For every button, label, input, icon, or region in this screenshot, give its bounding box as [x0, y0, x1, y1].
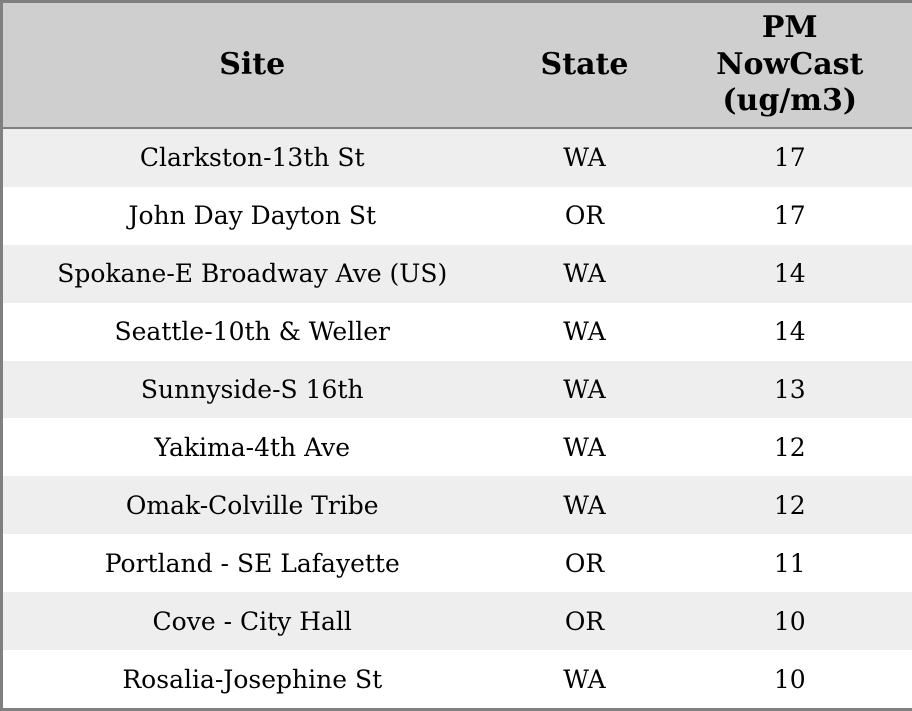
state-cell: WA: [501, 418, 668, 477]
table-row: John Day Dayton St OR 17: [1, 186, 912, 245]
table-row: Sunnyside-S 16th WA 13: [1, 360, 912, 419]
site-cell: Spokane-E Broadway Ave (US): [1, 244, 502, 303]
header-row: Site State PM NowCast (ug/m3): [1, 1, 912, 129]
table-header: Site State PM NowCast (ug/m3): [1, 1, 912, 129]
pm-cell: 14: [667, 302, 912, 361]
table-row: Cove - City Hall OR 10: [1, 592, 912, 651]
pm-cell: 14: [667, 244, 912, 303]
site-cell: Portland - SE Lafayette: [1, 534, 502, 593]
table-row: Omak-Colville Tribe WA 12: [1, 476, 912, 535]
table-row: Portland - SE Lafayette OR 11: [1, 534, 912, 593]
state-cell: WA: [501, 302, 668, 361]
pm-cell: 13: [667, 360, 912, 419]
site-cell: Seattle-10th & Weller: [1, 302, 502, 361]
state-cell: OR: [501, 534, 668, 593]
site-cell: Rosalia-Josephine St: [1, 650, 502, 710]
site-cell: Omak-Colville Tribe: [1, 476, 502, 535]
state-cell: OR: [501, 186, 668, 245]
state-cell: WA: [501, 650, 668, 710]
table-row: Yakima-4th Ave WA 12: [1, 418, 912, 477]
pm-cell: 17: [667, 128, 912, 187]
site-cell: Cove - City Hall: [1, 592, 502, 651]
column-header-state: State: [501, 1, 668, 129]
column-header-site: Site: [1, 1, 502, 129]
pm-cell: 12: [667, 418, 912, 477]
pm-cell: 10: [667, 592, 912, 651]
site-cell: Sunnyside-S 16th: [1, 360, 502, 419]
table-row: Clarkston-13th St WA 17: [1, 128, 912, 187]
pm-cell: 11: [667, 534, 912, 593]
table-body: Clarkston-13th St WA 17 John Day Dayton …: [1, 128, 912, 710]
pm-cell: 12: [667, 476, 912, 535]
pm-cell: 17: [667, 186, 912, 245]
state-cell: OR: [501, 592, 668, 651]
column-header-pm-nowcast: PM NowCast (ug/m3): [667, 1, 912, 129]
site-cell: Clarkston-13th St: [1, 128, 502, 187]
table-row: Seattle-10th & Weller WA 14: [1, 302, 912, 361]
site-cell: John Day Dayton St: [1, 186, 502, 245]
table-row: Rosalia-Josephine St WA 10: [1, 650, 912, 710]
state-cell: WA: [501, 244, 668, 303]
state-cell: WA: [501, 128, 668, 187]
state-cell: WA: [501, 476, 668, 535]
table-row: Spokane-E Broadway Ave (US) WA 14: [1, 244, 912, 303]
pm-cell: 10: [667, 650, 912, 710]
site-cell: Yakima-4th Ave: [1, 418, 502, 477]
state-cell: WA: [501, 360, 668, 419]
